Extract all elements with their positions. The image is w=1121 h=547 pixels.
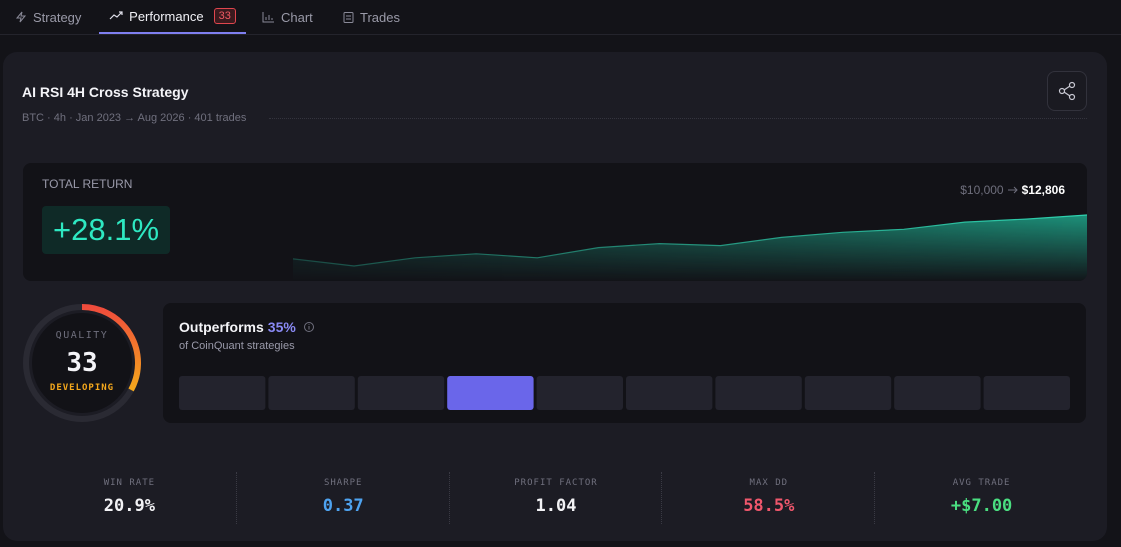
card-subtitle: BTC · 4h · Jan 2023 → Aug 2026 · 401 tra… <box>22 112 247 124</box>
icon <box>262 12 274 23</box>
percentile-segment <box>804 376 892 410</box>
card-title: AI RSI 4H Cross Strategy <box>22 84 189 100</box>
metric-label: WIN RATE <box>103 478 156 488</box>
metrics-row: WIN RATE 20.9% SHARPE 0.37 PROFIT FACTOR 1.04… <box>23 472 1087 524</box>
tab-label: Trades <box>360 9 400 25</box>
metric: MAX DD 58.5% <box>661 472 875 524</box>
metric-label: PROFIT FACTOR <box>514 478 598 488</box>
metric-label: SHARPE <box>323 478 363 488</box>
share-button[interactable] <box>1047 71 1087 111</box>
percentile-segment <box>983 376 1070 410</box>
balance-change: $10,000 $12,806 <box>960 183 1065 197</box>
metric: WIN RATE 20.9% <box>23 472 236 524</box>
total-return-value: +28.1% <box>42 206 171 254</box>
info-icon[interactable] <box>303 321 315 333</box>
percentile-segment <box>268 376 355 410</box>
outperforms-heading: Outperforms 35% <box>179 319 315 335</box>
tab[interactable]: Strategy <box>15 0 81 34</box>
percentile-segment-active <box>447 376 534 410</box>
quality-arc <box>81 304 141 392</box>
outperforms-title: Outperforms <box>179 319 264 335</box>
outperforms-panel: Outperforms 35% of CoinQuant strategies <box>163 303 1086 423</box>
quality-score: 33 <box>66 348 97 378</box>
tab-badge: 33 <box>213 8 236 24</box>
quality-rating: DEVELOPING <box>50 383 114 393</box>
start-balance: $10,000 <box>960 183 1004 197</box>
equity-chart <box>292 214 1087 281</box>
tab-label: Chart <box>281 9 313 25</box>
metric-value: +$7.00 <box>950 496 1013 516</box>
total-return-panel: TOTAL RETURN +28.1% $10,000 $12,806 <box>23 163 1087 281</box>
outperforms-subtitle: of CoinQuant strategies <box>179 340 295 352</box>
equity-area <box>293 215 1087 281</box>
tab[interactable]: Trades <box>343 0 400 34</box>
end-balance: $12,806 <box>1021 183 1065 197</box>
metric-value: 20.9% <box>103 496 155 516</box>
equity-group <box>292 214 1087 281</box>
percentile: 35% <box>267 319 296 335</box>
share-icon <box>1058 81 1076 101</box>
tab-label: Performance <box>129 8 204 24</box>
percentile-segment <box>894 376 981 410</box>
percentile-segment <box>715 376 802 410</box>
quality-gauge: QUALITY 33 DEVELOPING <box>23 304 141 422</box>
total-return-label: TOTAL RETURN <box>42 177 133 191</box>
percentile-bar <box>179 376 1070 410</box>
percentile-segment <box>179 376 266 410</box>
card: AI RSI 4H Cross Strategy BTC · 4h · Jan … <box>3 52 1107 541</box>
tab-label: Strategy <box>33 9 82 25</box>
divider <box>269 118 1087 119</box>
percentile-segment <box>626 376 713 410</box>
quality-label: QUALITY <box>56 330 109 341</box>
tab[interactable]: Chart <box>262 0 313 34</box>
metric: AVG TRADE +$7.00 <box>874 472 1088 524</box>
tab-bar: Strategy Performance 33 Chart Trades <box>0 0 1121 35</box>
metric-value: 58.5% <box>743 496 795 516</box>
icon <box>343 12 354 23</box>
equity-line <box>292 214 1087 267</box>
metric-value: 0.37 <box>322 496 364 516</box>
metric: PROFIT FACTOR 1.04 <box>448 472 663 524</box>
metric-label: MAX DD <box>749 478 789 488</box>
icon <box>15 11 27 23</box>
metric-label: AVG TRADE <box>952 478 1011 488</box>
tab[interactable]: Performance 33 <box>99 0 246 34</box>
icon <box>109 11 123 20</box>
arrow-icon <box>1007 186 1018 194</box>
metric-value: 1.04 <box>535 496 577 516</box>
percentile-segment <box>357 376 445 410</box>
metric: SHARPE 0.37 <box>235 472 450 524</box>
percentile-segment <box>536 376 623 410</box>
